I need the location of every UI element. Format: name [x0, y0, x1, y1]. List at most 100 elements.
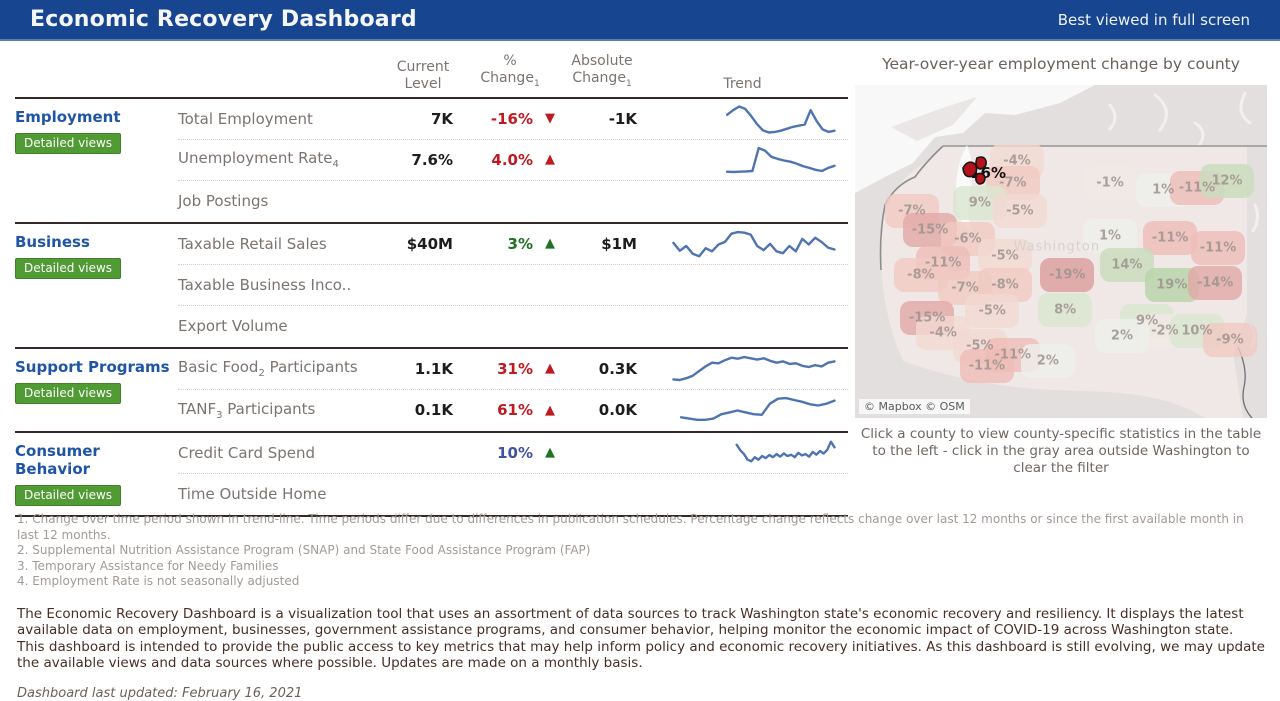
fullscreen-note: Best viewed in full screen	[1057, 10, 1250, 29]
county-label[interactable]: -8%	[991, 277, 1019, 293]
pct-change-value: 3%	[507, 234, 533, 253]
county-label[interactable]: -7%	[951, 280, 979, 296]
county-shape[interactable]	[1143, 220, 1198, 255]
metric-row[interactable]: Basic Food2 Participants 1.1K 31% ▲ 0.3K	[178, 349, 848, 390]
rows-column: Credit Card Spend 10% ▲ Time Outside Home	[178, 433, 848, 515]
metric-row[interactable]: Taxable Retail Sales $40M 3% ▲ $1M	[178, 224, 848, 265]
county-label[interactable]: -7%	[999, 175, 1027, 191]
county-label[interactable]: -8%	[907, 267, 935, 283]
col-pct-change: % Change1	[480, 53, 540, 89]
pct-change-value: 10%	[497, 443, 533, 462]
metric-label: Unemployment Rate4	[178, 149, 339, 171]
up-arrow-icon: ▲	[545, 402, 555, 418]
trend-sparkline[interactable]	[637, 265, 848, 305]
county-label[interactable]: 8%	[1054, 302, 1077, 318]
county-label[interactable]: -11%	[994, 347, 1032, 363]
metric-row[interactable]: Taxable Business Inco..	[178, 265, 848, 306]
trend-sparkline[interactable]	[637, 224, 848, 264]
selected-county-marker[interactable]	[959, 154, 995, 192]
metric-label: Basic Food2 Participants	[178, 358, 358, 380]
metrics-table: Current Level % Change1 Absolute Change1…	[15, 47, 848, 517]
county-shape[interactable]	[1094, 319, 1149, 354]
county-shape[interactable]	[965, 294, 1020, 329]
map-attribution[interactable]: © Mapbox © OSM	[859, 399, 970, 414]
trend-sparkline[interactable]	[637, 181, 848, 221]
page-title: Economic Recovery Dashboard	[30, 7, 417, 32]
current-value: $40M	[406, 234, 453, 253]
county-label[interactable]: -5%	[991, 248, 1019, 264]
county-label[interactable]: 14%	[1111, 257, 1143, 273]
county-label[interactable]: -9%	[1216, 332, 1244, 348]
metric-row[interactable]: Job Postings	[178, 181, 848, 222]
metric-row[interactable]: Credit Card Spend 10% ▲	[178, 433, 848, 474]
metric-row[interactable]: Time Outside Home	[178, 474, 848, 515]
county-label[interactable]: 2%	[1036, 353, 1059, 369]
county-label[interactable]: -11%	[1178, 180, 1216, 196]
trend-sparkline[interactable]	[637, 474, 848, 514]
county-shape[interactable]	[992, 193, 1047, 228]
county-label[interactable]: -1%	[1096, 175, 1124, 191]
county-label[interactable]: 1%	[1152, 182, 1175, 198]
county-label[interactable]: 2%	[1110, 328, 1134, 344]
county-label[interactable]: -5%	[978, 303, 1006, 319]
footer: 1. Change over time period shown in tren…	[17, 512, 1265, 701]
detailed-views-button[interactable]: Detailed views	[15, 132, 122, 154]
county-shape[interactable]	[1188, 266, 1243, 301]
county-shape[interactable]	[1038, 293, 1093, 328]
category-label: Support Programs	[15, 357, 170, 376]
up-arrow-icon: ▲	[545, 445, 555, 461]
county-shape[interactable]	[1083, 165, 1138, 200]
county-label[interactable]: -15%	[911, 222, 949, 238]
metric-row[interactable]: TANF3 Participants 0.1K 61% ▲ 0.0K	[178, 390, 848, 431]
county-shape[interactable]	[1083, 218, 1138, 253]
county-label[interactable]: 19%	[1156, 277, 1188, 293]
detailed-views-button[interactable]: Detailed views	[15, 257, 122, 279]
map-title: Year-over-year employment change by coun…	[882, 55, 1240, 73]
county-shape[interactable]	[1040, 258, 1095, 293]
detailed-views-button[interactable]: Detailed views	[15, 382, 122, 404]
county-label[interactable]: 12%	[1211, 173, 1243, 189]
county-shape[interactable]	[1020, 344, 1075, 379]
county-label[interactable]: -2%	[1151, 323, 1179, 339]
county-label[interactable]: -5%	[966, 338, 994, 354]
county-shape[interactable]	[1190, 230, 1245, 265]
county-label[interactable]: 9%	[1136, 313, 1159, 329]
county-label[interactable]: 1%	[1098, 228, 1122, 244]
trend-sparkline[interactable]	[637, 140, 848, 180]
county-shape[interactable]	[977, 239, 1032, 274]
county-label[interactable]: -19%	[1048, 267, 1086, 283]
county-shape[interactable]	[1202, 323, 1257, 358]
county-map[interactable]: -4% -7% -1% 1% -11% 12% -7% 9% -5% -15% -6% 1% -11% -…	[855, 85, 1267, 418]
county-label[interactable]: -11%	[924, 255, 962, 271]
county-label[interactable]: -6%	[954, 231, 982, 247]
county-label[interactable]: -11%	[1151, 230, 1189, 246]
county-label[interactable]: -15%	[908, 310, 946, 326]
county-label[interactable]: 10%	[1181, 323, 1213, 339]
county-label[interactable]: -5%	[1006, 203, 1034, 219]
metric-row[interactable]: Export Volume	[178, 306, 848, 347]
trend-sparkline[interactable]	[637, 433, 848, 473]
county-label[interactable]: -14%	[1196, 275, 1234, 291]
trend-sparkline[interactable]	[637, 306, 848, 346]
col-absolute-change: Absolute Change1	[571, 53, 633, 89]
col-current-level: Current Level	[396, 58, 450, 92]
last-updated: Dashboard last updated: February 16, 202…	[17, 685, 303, 701]
footnote-line: 4. Employment Rate is not seasonally adj…	[17, 574, 300, 588]
table-section: Employment Detailed views Total Employment…	[15, 99, 848, 224]
county-label[interactable]: -11%	[968, 358, 1006, 374]
county-label[interactable]: -4%	[929, 325, 957, 341]
metric-row[interactable]: Total Employment 7K -16% ▼ -1K	[178, 99, 848, 140]
trend-sparkline[interactable]	[637, 99, 848, 139]
county-label[interactable]: -7%	[898, 203, 926, 219]
metric-row[interactable]: Unemployment Rate4 7.6% 4.0% ▲	[178, 140, 848, 181]
trend-sparkline[interactable]	[637, 349, 848, 389]
county-label[interactable]: 9%	[968, 195, 991, 211]
absolute-change-value: 0.0K	[598, 401, 637, 420]
detailed-views-button[interactable]: Detailed views	[15, 484, 122, 506]
trend-sparkline[interactable]	[637, 390, 848, 430]
county-label[interactable]: -4%	[1003, 153, 1031, 169]
county-shape[interactable]	[959, 349, 1014, 384]
county-shape[interactable]	[1200, 163, 1255, 198]
county-label[interactable]: -11%	[1199, 240, 1237, 256]
footnote-line: 2. Supplemental Nutrition Assistance Pro…	[17, 543, 591, 557]
